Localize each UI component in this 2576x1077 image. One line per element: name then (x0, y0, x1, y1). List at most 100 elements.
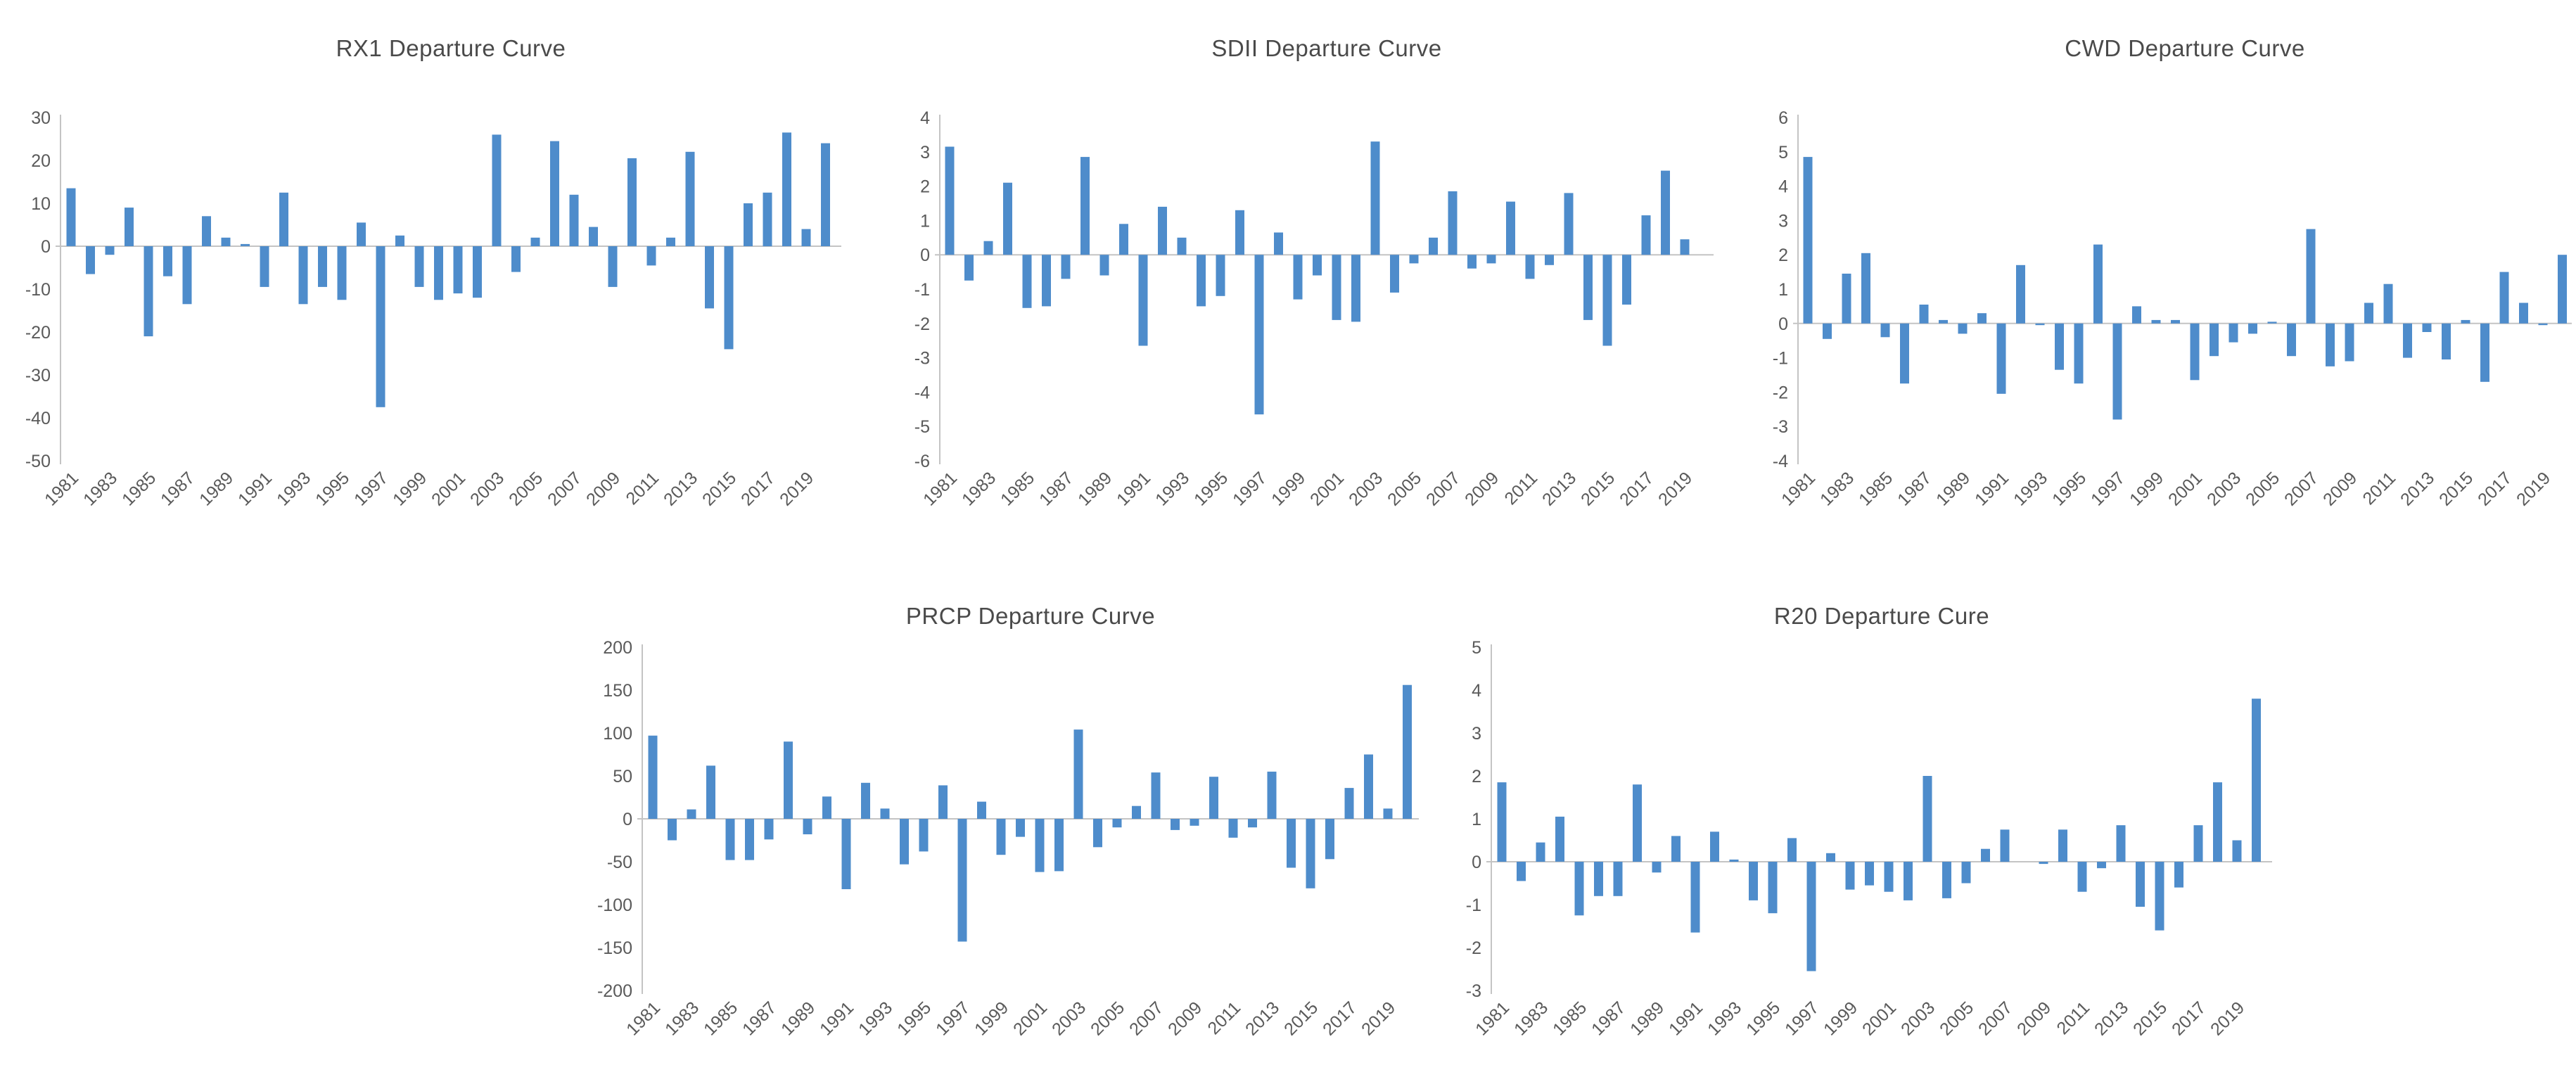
bar-2002 (2210, 323, 2219, 357)
bar-2015 (724, 246, 734, 350)
y-tick-label: 0 (41, 237, 51, 257)
bar-1995 (337, 246, 347, 300)
x-tick-label: 1987 (739, 998, 780, 1039)
bar-2006 (550, 141, 559, 246)
x-tick-label: 1995 (312, 468, 353, 509)
y-tick-label: 1 (1472, 810, 1481, 829)
cwd-plot: 6543210-1-2-3-41981198319851987198919911… (1773, 108, 2572, 510)
y-tick-label: -20 (25, 323, 51, 343)
y-tick-label: 200 (603, 638, 632, 658)
y-tick-label: 150 (603, 681, 632, 701)
x-tick-label: 2013 (2397, 468, 2438, 509)
x-tick-label: 2003 (2203, 468, 2245, 509)
x-tick-label: 1985 (997, 468, 1038, 509)
x-tick-label: 2003 (1048, 998, 1090, 1039)
y-tick-label: -1 (1466, 896, 1481, 915)
bar-1990 (1671, 836, 1681, 862)
bar-2006 (1132, 805, 1141, 819)
bar-2014 (2136, 862, 2145, 907)
x-tick-label: 1985 (700, 998, 741, 1039)
bar-2020 (2252, 699, 2261, 862)
x-tick-label: 2011 (2053, 998, 2093, 1038)
x-tick-label: 2019 (1654, 468, 1696, 509)
x-tick-label: 1999 (1268, 468, 1309, 509)
bar-1996 (1235, 210, 1244, 255)
bar-1996 (2093, 244, 2103, 324)
x-tick-label: 2019 (1358, 998, 1399, 1039)
x-tick-label: 1983 (1816, 468, 1858, 509)
y-tick-label: -150 (597, 938, 632, 958)
x-tick-label: 1989 (1074, 468, 1116, 509)
bar-1993 (880, 808, 890, 819)
bar-2011 (2077, 862, 2087, 892)
bar-2000 (1865, 862, 1874, 886)
bar-1981 (1497, 782, 1507, 862)
bar-1991 (1996, 323, 2006, 394)
y-tick-label: 2 (920, 177, 930, 197)
prcp-plot: 200150100500-50-100-150-2001981198319851… (597, 638, 1419, 1040)
y-tick-label: -5 (914, 417, 930, 437)
y-tick-label: 30 (31, 108, 51, 128)
y-tick-label: -200 (597, 981, 632, 1001)
bar-1995 (1768, 862, 1778, 914)
y-tick-label: 0 (920, 246, 930, 265)
x-tick-label: 2015 (1577, 468, 1619, 509)
x-tick-label: 2007 (544, 468, 585, 509)
bar-2012 (2097, 862, 2106, 869)
bar-2010 (2364, 302, 2373, 324)
x-tick-label: 1987 (1588, 998, 1629, 1039)
y-tick-label: 1 (920, 211, 930, 231)
x-tick-label: 1997 (1781, 998, 1823, 1039)
bar-2017 (2193, 825, 2203, 862)
bar-2008 (589, 227, 598, 246)
x-tick-label: 1995 (893, 998, 935, 1039)
bar-2012 (1545, 255, 1554, 265)
bar-2001 (453, 246, 463, 294)
bar-2004 (1390, 255, 1399, 293)
bar-2006 (1429, 237, 1438, 255)
x-tick-label: 2015 (2129, 998, 2171, 1039)
bar-1992 (1158, 206, 1167, 255)
x-tick-label: 1981 (919, 468, 961, 509)
x-tick-label: 1987 (1894, 468, 1935, 509)
bar-1986 (163, 246, 172, 276)
bar-1992 (279, 192, 288, 247)
bar-1994 (1749, 862, 1758, 900)
y-tick-label: -30 (25, 366, 51, 385)
bar-1997 (1254, 255, 1264, 415)
x-tick-label: 2009 (582, 468, 624, 509)
x-tick-label: 1981 (41, 468, 82, 509)
bar-2017 (763, 192, 772, 247)
bar-2012 (666, 237, 675, 246)
bar-1991 (841, 819, 851, 889)
bar-1994 (2055, 323, 2064, 370)
x-tick-label: 1993 (273, 468, 314, 509)
bar-2007 (2306, 229, 2316, 324)
y-tick-label: -1 (1773, 349, 1788, 369)
x-tick-label: 2005 (505, 468, 547, 509)
bar-2004 (511, 246, 521, 272)
bar-1984 (125, 208, 134, 246)
x-tick-label: 2001 (2164, 468, 2206, 509)
y-tick-label: -50 (25, 452, 51, 471)
x-tick-label: 2009 (1164, 998, 1206, 1039)
bar-2013 (1267, 771, 1277, 819)
y-tick-label: -3 (1466, 981, 1481, 1001)
rx1-chart-title: RX1 Departure Curve (336, 35, 566, 61)
bar-2010 (1506, 201, 1515, 255)
bar-2003 (1370, 141, 1380, 255)
cwd-chart-title: CWD Departure Curve (2065, 35, 2305, 61)
y-tick-label: 5 (1778, 143, 1788, 162)
y-tick-label: -3 (1773, 417, 1788, 437)
bar-1999 (1845, 862, 1855, 890)
bar-2008 (1467, 255, 1477, 269)
bar-1998 (2132, 306, 2141, 324)
bar-1996 (357, 222, 366, 246)
x-tick-label: 1989 (1626, 998, 1668, 1039)
x-tick-label: 1981 (623, 998, 664, 1039)
bar-2019 (801, 229, 811, 246)
y-tick-label: -40 (25, 409, 51, 428)
bar-2019 (1383, 808, 1393, 819)
bar-2004 (2248, 323, 2257, 334)
bar-2017 (2499, 272, 2509, 324)
